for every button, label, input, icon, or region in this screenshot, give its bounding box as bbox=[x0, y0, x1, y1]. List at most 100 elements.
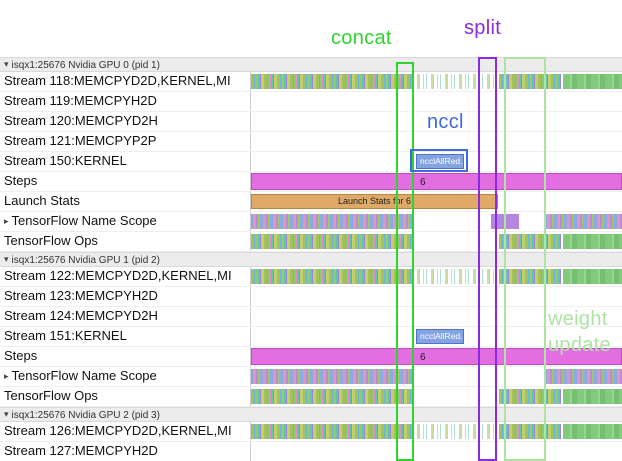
trace-row[interactable]: Stream 118:MEMCPYD2D,KERNEL,MI bbox=[0, 72, 622, 92]
name-scope-bar[interactable] bbox=[545, 369, 622, 384]
kernel-activity-bar[interactable] bbox=[417, 74, 495, 89]
row-timeline bbox=[250, 232, 622, 251]
row-label: Stream 150:KERNEL bbox=[0, 152, 250, 171]
trace-row[interactable]: Stream 124:MEMCPYD2H bbox=[0, 307, 622, 327]
row-timeline bbox=[250, 132, 622, 151]
weight-update-line1: weight bbox=[548, 308, 608, 330]
ops-bar[interactable] bbox=[499, 234, 561, 249]
annotation-split-label: split bbox=[464, 17, 502, 39]
row-label-text: Stream 121:MEMCPYP2P bbox=[4, 133, 157, 148]
trace-row[interactable]: Steps 6 bbox=[0, 172, 622, 192]
kernel-activity-bar[interactable] bbox=[417, 424, 495, 439]
trace-row[interactable]: ▸ TensorFlow Name Scope bbox=[0, 367, 622, 387]
trace-row[interactable]: ▸ TensorFlow Name Scope bbox=[0, 212, 622, 232]
name-scope-bar[interactable] bbox=[251, 214, 414, 229]
row-label: Steps bbox=[0, 347, 250, 366]
collapse-arrow-icon[interactable]: ▾ bbox=[4, 59, 9, 69]
row-label: Steps bbox=[0, 172, 250, 191]
trace-row[interactable]: Stream 123:MEMCPYH2D bbox=[0, 287, 622, 307]
row-label-text: Stream 127:MEMCPYH2D bbox=[4, 443, 158, 458]
row-timeline bbox=[250, 212, 622, 231]
name-scope-bar[interactable] bbox=[545, 214, 622, 229]
name-scope-bar[interactable] bbox=[251, 369, 414, 384]
expand-arrow-icon[interactable]: ▸ bbox=[4, 371, 9, 381]
row-label: TensorFlow Ops bbox=[0, 387, 250, 406]
concat-op-bar[interactable] bbox=[563, 269, 622, 284]
row-timeline bbox=[250, 367, 622, 386]
row-label-text: TensorFlow Ops bbox=[4, 388, 98, 403]
row-label: Stream 119:MEMCPYH2D bbox=[0, 92, 250, 111]
row-timeline bbox=[250, 442, 622, 461]
kernel-activity-bar[interactable] bbox=[499, 269, 561, 284]
trace-row[interactable]: Stream 121:MEMCPYP2P bbox=[0, 132, 622, 152]
row-label: Stream 127:MEMCPYH2D bbox=[0, 442, 250, 461]
event-label: 6 bbox=[420, 352, 426, 363]
device-header-row[interactable]: ▾ isqx1:25676 Nvidia GPU 0 (pid 1) bbox=[0, 57, 622, 72]
annotation-weight-update-label: weight update bbox=[548, 306, 611, 358]
kernel-activity-bar[interactable] bbox=[499, 74, 561, 89]
row-label-text: Launch Stats bbox=[4, 193, 80, 208]
device-header-row[interactable]: ▾ isqx1:25676 Nvidia GPU 2 (pid 3) bbox=[0, 407, 622, 422]
row-timeline: 6 bbox=[250, 347, 622, 366]
row-label-text: Stream 118:MEMCPYD2D,KERNEL,MI bbox=[4, 73, 231, 88]
row-label-text: Stream 120:MEMCPYD2H bbox=[4, 113, 158, 128]
concat-op-bar[interactable] bbox=[563, 234, 622, 249]
row-label: Stream 121:MEMCPYP2P bbox=[0, 132, 250, 151]
row-label-text: Stream 126:MEMCPYD2D,KERNEL,MI bbox=[4, 423, 232, 438]
trace-row[interactable]: TensorFlow Ops bbox=[0, 232, 622, 252]
row-timeline bbox=[250, 287, 622, 306]
trace-row[interactable]: Stream 127:MEMCPYH2D bbox=[0, 442, 622, 461]
row-label: Stream 120:MEMCPYD2H bbox=[0, 112, 250, 131]
device-header-row[interactable]: ▾ isqx1:25676 Nvidia GPU 1 (pid 2) bbox=[0, 252, 622, 267]
row-label: TensorFlow Ops bbox=[0, 232, 250, 251]
row-label-text: Steps bbox=[4, 348, 38, 363]
row-label-text: Stream 123:MEMCPYH2D bbox=[4, 288, 158, 303]
trace-row[interactable]: Steps 6 bbox=[0, 347, 622, 367]
trace-row[interactable]: Stream 120:MEMCPYD2H bbox=[0, 112, 622, 132]
row-label: ▾ isqx1:25676 Nvidia GPU 0 (pid 1) bbox=[0, 58, 622, 71]
event-label: 6 bbox=[420, 177, 426, 188]
ops-bar[interactable] bbox=[251, 234, 414, 249]
row-label-text: Stream 119:MEMCPYH2D bbox=[4, 93, 157, 108]
concat-op-bar[interactable] bbox=[563, 389, 622, 404]
ops-bar[interactable] bbox=[251, 389, 414, 404]
row-label: ▸ TensorFlow Name Scope bbox=[0, 367, 250, 386]
steps-bar[interactable]: 6 bbox=[251, 173, 622, 190]
concat-op-bar[interactable] bbox=[563, 74, 622, 89]
row-timeline bbox=[250, 307, 622, 326]
trace-row[interactable]: Launch Stats Launch Stats for 6 bbox=[0, 192, 622, 212]
kernel-activity-bar[interactable] bbox=[251, 74, 414, 89]
trace-row[interactable]: Stream 119:MEMCPYH2D bbox=[0, 92, 622, 112]
kernel-activity-bar[interactable] bbox=[417, 269, 495, 284]
event-label: ncclAllRed... bbox=[420, 331, 464, 341]
expand-arrow-icon[interactable]: ▸ bbox=[4, 216, 9, 226]
row-label: Stream 123:MEMCPYH2D bbox=[0, 287, 250, 306]
event-label: ncclAllRed... bbox=[420, 156, 464, 166]
nccl-allreduce-bar[interactable]: ncclAllRed... bbox=[416, 154, 464, 169]
trace-row[interactable]: TensorFlow Ops bbox=[0, 387, 622, 407]
kernel-activity-bar[interactable] bbox=[251, 424, 414, 439]
row-label-text: isqx1:25676 Nvidia GPU 1 (pid 2) bbox=[11, 255, 160, 266]
row-label-text: isqx1:25676 Nvidia GPU 2 (pid 3) bbox=[11, 410, 160, 421]
launch-stats-bar[interactable]: Launch Stats for 6 bbox=[251, 194, 498, 209]
name-scope-bar[interactable] bbox=[491, 214, 519, 229]
trace-row[interactable]: Stream 126:MEMCPYD2D,KERNEL,MI bbox=[0, 422, 622, 442]
collapse-arrow-icon[interactable]: ▾ bbox=[4, 409, 9, 419]
row-timeline: 6 bbox=[250, 172, 622, 191]
concat-op-bar[interactable] bbox=[563, 424, 622, 439]
trace-row[interactable]: Stream 151:KERNEL ncclAllRed... bbox=[0, 327, 622, 347]
annotation-nccl-label: nccl bbox=[427, 111, 464, 133]
row-label-text: Steps bbox=[4, 173, 38, 188]
kernel-activity-bar[interactable] bbox=[499, 424, 561, 439]
collapse-arrow-icon[interactable]: ▾ bbox=[4, 254, 9, 264]
kernel-activity-bar[interactable] bbox=[251, 269, 414, 284]
trace-row[interactable]: Stream 150:KERNEL ncclAllRed... bbox=[0, 152, 622, 172]
weight-update-line2: update bbox=[548, 334, 611, 356]
row-label-text: isqx1:25676 Nvidia GPU 0 (pid 1) bbox=[11, 60, 160, 71]
nccl-allreduce-bar[interactable]: ncclAllRed... bbox=[416, 329, 464, 344]
row-label: ▾ isqx1:25676 Nvidia GPU 1 (pid 2) bbox=[0, 253, 622, 266]
ops-bar[interactable] bbox=[499, 389, 561, 404]
trace-row[interactable]: Stream 122:MEMCPYD2D,KERNEL,MI bbox=[0, 267, 622, 287]
row-label-text: Stream 124:MEMCPYD2H bbox=[4, 308, 158, 323]
